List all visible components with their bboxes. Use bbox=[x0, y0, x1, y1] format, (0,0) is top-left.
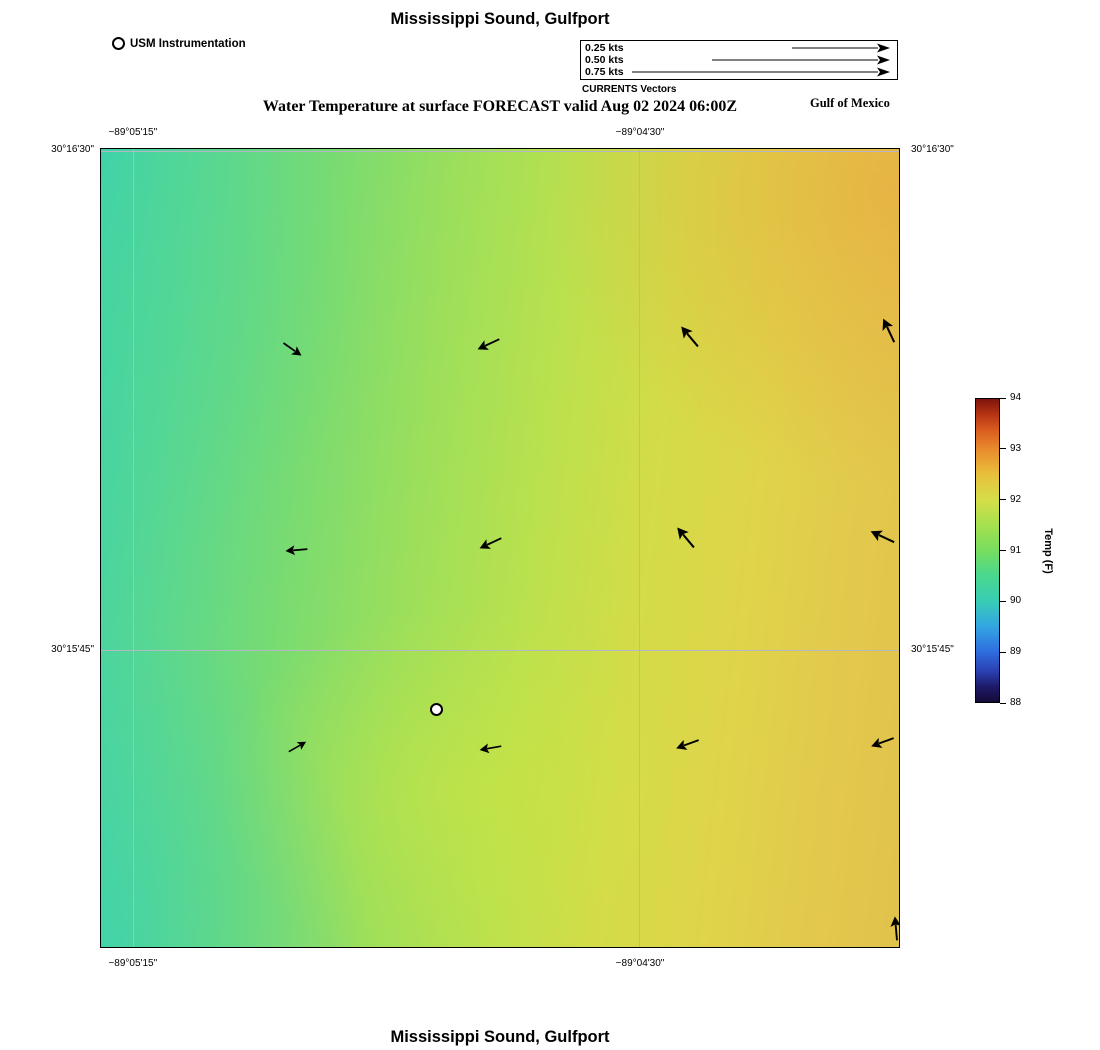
gridline-horizontal bbox=[101, 649, 899, 651]
axis-label-lon-top: −89°05'15" bbox=[108, 127, 158, 138]
axis-label-lat-left: 30°16'30" bbox=[51, 144, 94, 156]
colorbar-axis-label-wrap: Temp (F) bbox=[1033, 398, 1063, 703]
colorbar-tick-mark bbox=[1000, 550, 1006, 551]
current-vector-arrow-icon bbox=[874, 908, 899, 947]
current-vector-arrow-icon bbox=[264, 321, 320, 377]
axis-label-lat-right: 30°15'45" bbox=[911, 644, 954, 656]
colorbar-tick-mark bbox=[1000, 600, 1006, 602]
scale-label-025kts: 0.25 kts bbox=[585, 42, 624, 54]
scale-arrow-025kts-icon bbox=[792, 41, 891, 53]
current-vector-arrow-icon bbox=[462, 317, 515, 370]
current-vector-arrow-icon bbox=[857, 716, 899, 767]
map-plot bbox=[100, 148, 900, 948]
axis-label-lon-bottom: −89°05'15" bbox=[108, 958, 158, 969]
colorbar-tick-mark bbox=[1000, 702, 1006, 704]
axis-label-lon-bottom: −89°04'30" bbox=[615, 958, 665, 969]
current-vector-arrow-icon bbox=[856, 510, 899, 563]
current-vector-arrow-icon bbox=[663, 719, 714, 770]
gridline-horizontal bbox=[101, 150, 899, 152]
axis-label-lat-right: 30°16'30" bbox=[911, 144, 954, 156]
colorbar bbox=[975, 398, 1000, 703]
scale-label-050kts: 0.50 kts bbox=[585, 54, 624, 66]
currents-vector-scale-box: 0.25 kts 0.50 kts 0.75 kts bbox=[580, 40, 898, 80]
gridline-vertical bbox=[639, 149, 641, 947]
colorbar-tick-label: 94 bbox=[1010, 392, 1022, 403]
instrumentation-legend: USM Instrumentation bbox=[112, 37, 246, 50]
forecast-subtitle: Water Temperature at surface FORECAST va… bbox=[262, 98, 738, 115]
current-vector-arrow-icon bbox=[465, 517, 518, 570]
axis-label-lon-top: −89°04'30" bbox=[615, 127, 665, 138]
current-vector-arrow-icon bbox=[662, 309, 718, 365]
currents-legend-title: CURRENTS Vectors bbox=[582, 84, 677, 95]
colorbar-ticks: 94 93 92 91 90 89 88 bbox=[1000, 392, 1044, 708]
colorbar-tick-label: 90 bbox=[1010, 595, 1022, 607]
colorbar-tick-mark bbox=[1000, 397, 1006, 399]
current-vector-arrow-icon bbox=[658, 510, 714, 566]
scale-arrow-075kts-icon bbox=[632, 65, 891, 77]
colorbar-tick-label: 89 bbox=[1010, 646, 1022, 658]
scale-label-075kts: 0.75 kts bbox=[585, 66, 624, 78]
colorbar-tick-mark bbox=[1000, 651, 1006, 653]
colorbar-tick-label: 91 bbox=[1010, 544, 1022, 556]
station-circle-icon bbox=[112, 37, 125, 50]
map-title-top: Mississippi Sound, Gulfport bbox=[390, 10, 610, 28]
colorbar-tick-mark bbox=[1000, 448, 1006, 450]
colorbar-tick-mark bbox=[1000, 499, 1006, 501]
gulf-of-mexico-label: Gulf of Mexico bbox=[810, 96, 890, 110]
scale-arrow-050kts-icon bbox=[712, 53, 891, 65]
colorbar-tick-label: 92 bbox=[1010, 493, 1022, 505]
gridline-vertical bbox=[133, 149, 135, 947]
usm-station-marker bbox=[429, 702, 443, 716]
colorbar-axis-label: Temp (F) bbox=[1042, 527, 1054, 574]
colorbar-tick-label: 88 bbox=[1010, 697, 1022, 708]
colorbar-tick-label: 93 bbox=[1010, 442, 1022, 454]
current-vector-arrow-icon bbox=[269, 719, 324, 774]
axis-label-lat-left: 30°15'45" bbox=[51, 644, 94, 656]
current-vector-arrow-icon bbox=[275, 529, 318, 572]
instrumentation-legend-label: USM Instrumentation bbox=[130, 37, 246, 50]
map-title-bottom: Mississippi Sound, Gulfport bbox=[390, 1028, 610, 1046]
current-vector-arrow-icon bbox=[468, 724, 514, 770]
current-vector-arrow-icon bbox=[863, 304, 899, 357]
